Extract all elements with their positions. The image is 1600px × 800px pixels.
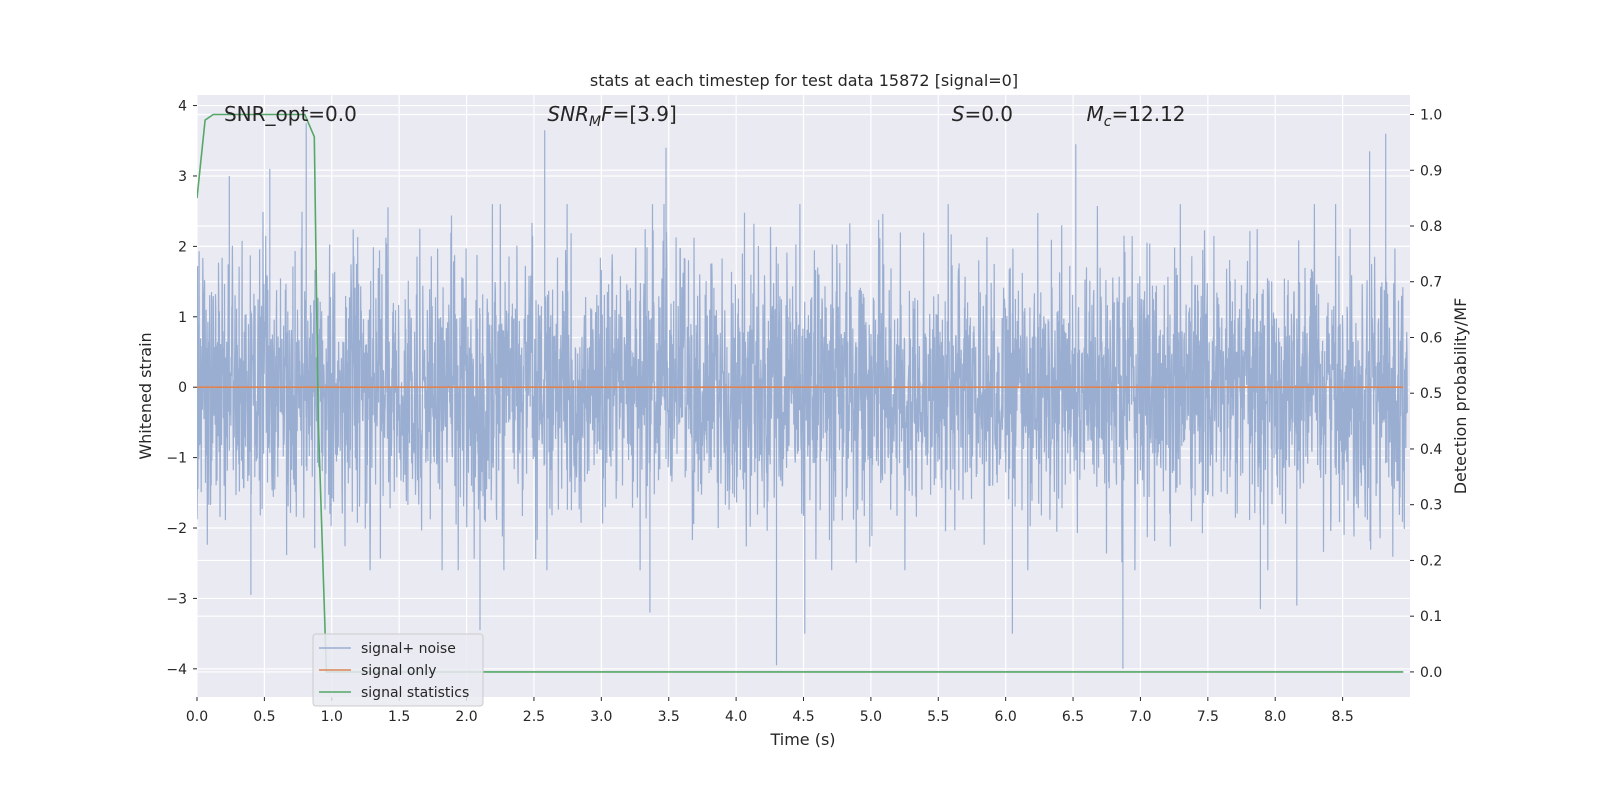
x-tick-label: 4.0 <box>725 709 747 725</box>
y-tick-label: −4 <box>166 662 187 678</box>
y-tick-label: 3 <box>178 169 187 185</box>
x-tick-label: 8.0 <box>1264 709 1286 725</box>
legend: signal+ noise signal only signal statistic… <box>312 633 484 707</box>
y2-tick-label: 0.7 <box>1420 275 1442 291</box>
x-tick-label: 7.0 <box>1129 709 1151 725</box>
legend-label: signal+ noise <box>361 641 456 657</box>
y-axis-label: Whitened strain <box>136 332 155 459</box>
x-tick-label: 2.0 <box>455 709 477 725</box>
annotation-snr-mf: SNRMF=[3.9] <box>547 102 676 130</box>
y2-tick-label: 0.6 <box>1420 330 1442 346</box>
y2-tick-label: 0.9 <box>1420 163 1442 179</box>
annotations: SNR_opt=0.0 SNRMF=[3.9] S=0.0 Mc=12.12 <box>224 102 1186 130</box>
x-tick-label: 5.5 <box>927 709 949 725</box>
x-tick-label: 0.0 <box>186 709 208 725</box>
y-tick-label: 1 <box>178 310 187 326</box>
x-tick-label: 6.5 <box>1062 709 1084 725</box>
x-tick-label: 3.0 <box>590 709 612 725</box>
y2-tick-label: 0.3 <box>1420 498 1442 514</box>
annotation-snr-opt: SNR_opt=0.0 <box>224 102 357 126</box>
y2-tick-label: 0.4 <box>1420 442 1442 458</box>
y2-tick-label: 0.8 <box>1420 219 1442 235</box>
y2-tick-label: 0.2 <box>1420 553 1442 569</box>
legend-label: signal only <box>361 663 436 679</box>
x-tick-label: 3.5 <box>658 709 680 725</box>
series-layer <box>197 113 1408 673</box>
legend-box <box>312 633 484 707</box>
y2-tick-label: 0.0 <box>1420 665 1442 681</box>
x-tick-label: 8.5 <box>1331 709 1353 725</box>
x-tick-label: 5.0 <box>860 709 882 725</box>
y-tick-label: 4 <box>178 99 187 115</box>
y-tick-label: −1 <box>166 451 187 467</box>
x-tick-label: 6.0 <box>995 709 1017 725</box>
x-axis: 0.0 0.5 1.0 1.5 2.0 2.5 3.0 3.5 4.0 4.5 5.0 5.5 6.0 6… <box>186 697 1354 725</box>
x-tick-label: 4.5 <box>792 709 814 725</box>
x-tick-label: 1.0 <box>321 709 343 725</box>
x-tick-label: 0.5 <box>253 709 275 725</box>
x-tick-label: 1.5 <box>388 709 410 725</box>
y-axis-left: 4 3 2 1 0 −1 −2 −3 −4 <box>166 99 197 678</box>
y2-tick-label: 0.5 <box>1420 386 1442 402</box>
annotation-s-stat: S=0.0 <box>952 102 1013 126</box>
y2-tick-label: 0.1 <box>1420 609 1442 625</box>
legend-label: signal statistics <box>361 685 469 701</box>
x-axis-label: Time (s) <box>769 730 835 749</box>
chart-title: stats at each timestep for test data 158… <box>590 71 1018 90</box>
x-tick-label: 7.5 <box>1197 709 1219 725</box>
y-axis-right: 1.0 0.9 0.8 0.7 0.6 0.5 0.4 0.3 0.2 0.1 0.0 <box>1410 108 1442 681</box>
y-tick-label: −3 <box>166 591 187 607</box>
y2-axis-label: Detection probability/MF <box>1451 298 1470 495</box>
y-tick-label: −2 <box>166 521 187 537</box>
series-signal-statistics <box>197 113 1404 673</box>
series-signal-noise <box>197 123 1408 669</box>
annotation-chirp-mass: Mc=12.12 <box>1087 102 1186 130</box>
y-tick-label: 0 <box>178 380 187 396</box>
x-tick-label: 2.5 <box>523 709 545 725</box>
y-tick-label: 2 <box>178 239 187 255</box>
y2-tick-label: 1.0 <box>1420 108 1442 124</box>
